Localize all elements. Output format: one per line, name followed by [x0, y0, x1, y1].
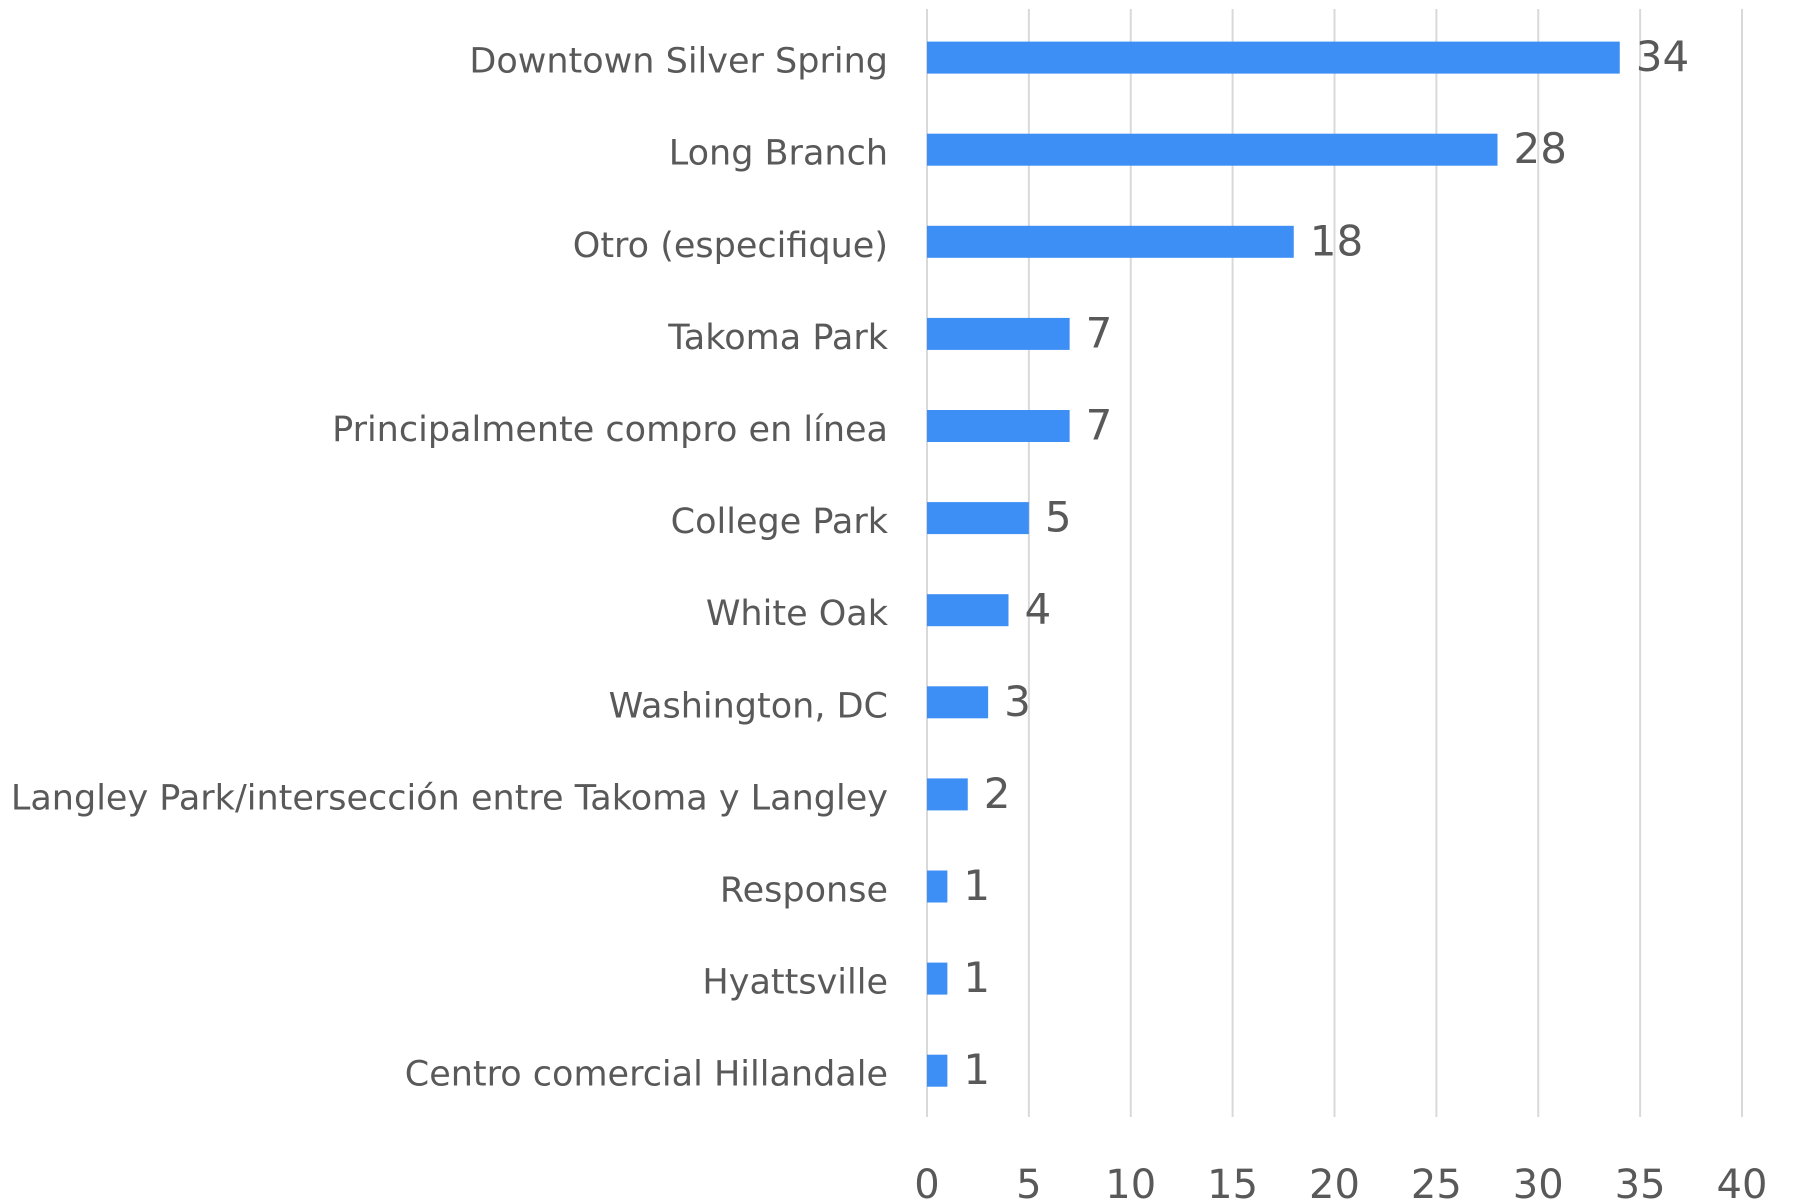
- bar: [927, 410, 1070, 442]
- y-tick-label: Otro (especifique): [573, 226, 888, 266]
- data-label: 2: [984, 769, 1011, 818]
- x-tick-label: 35: [1615, 1162, 1666, 1199]
- x-tick-label: 0: [914, 1162, 939, 1199]
- y-tick-label: Downtown Silver Spring: [469, 42, 888, 82]
- bar: [927, 225, 1294, 258]
- data-label: 5: [1045, 493, 1072, 542]
- bar: [927, 778, 968, 811]
- y-tick-label: Takoma Park: [667, 318, 889, 358]
- data-label: 7: [1086, 308, 1113, 357]
- x-tick-label: 25: [1411, 1162, 1462, 1199]
- y-tick-label: Hyattsville: [702, 963, 888, 1003]
- data-label: 28: [1514, 124, 1567, 173]
- x-tick-label: 40: [1717, 1162, 1768, 1199]
- bar: [927, 133, 1498, 166]
- x-tick-label: 5: [1016, 1162, 1041, 1199]
- data-label: 4: [1025, 585, 1052, 634]
- y-tick-label: White Oak: [706, 594, 889, 634]
- bar: [927, 594, 1009, 627]
- x-tick-label: 20: [1309, 1162, 1360, 1199]
- x-tick-label: 30: [1513, 1162, 1564, 1199]
- data-label: 34: [1636, 32, 1689, 81]
- bar: [927, 41, 1620, 74]
- y-tick-label: Principalmente compro en línea: [332, 410, 888, 450]
- bar: [927, 962, 948, 995]
- data-label: 1: [963, 1045, 990, 1094]
- y-tick-label: Langley Park/intersección entre Takoma y…: [11, 778, 888, 818]
- bar: [927, 1054, 948, 1087]
- bar: [927, 870, 948, 903]
- y-tick-label: Response: [720, 871, 888, 911]
- y-tick-label: Centro comercial Hillandale: [405, 1055, 888, 1095]
- x-tick-label: 10: [1105, 1162, 1156, 1199]
- data-label: 1: [963, 953, 990, 1002]
- data-label: 18: [1310, 216, 1363, 265]
- bar: [927, 686, 989, 719]
- data-label: 1: [963, 861, 990, 910]
- y-tick-label: College Park: [671, 502, 889, 542]
- bar: [927, 502, 1029, 535]
- data-label: 3: [1004, 677, 1031, 726]
- x-tick-label: 15: [1207, 1162, 1258, 1199]
- bar: [927, 317, 1070, 350]
- data-label: 7: [1086, 401, 1113, 450]
- y-tick-label: Long Branch: [669, 134, 888, 174]
- y-tick-label: Washington, DC: [609, 686, 888, 726]
